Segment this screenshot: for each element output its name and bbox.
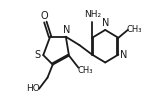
Text: HO: HO xyxy=(26,84,40,93)
Text: N: N xyxy=(120,50,128,60)
Text: O: O xyxy=(41,11,48,21)
Text: NH₂: NH₂ xyxy=(84,10,101,19)
Text: N: N xyxy=(102,18,109,28)
Text: S: S xyxy=(35,50,41,60)
Text: N: N xyxy=(63,25,70,35)
Text: CH₃: CH₃ xyxy=(127,25,142,34)
Text: CH₃: CH₃ xyxy=(77,66,93,75)
